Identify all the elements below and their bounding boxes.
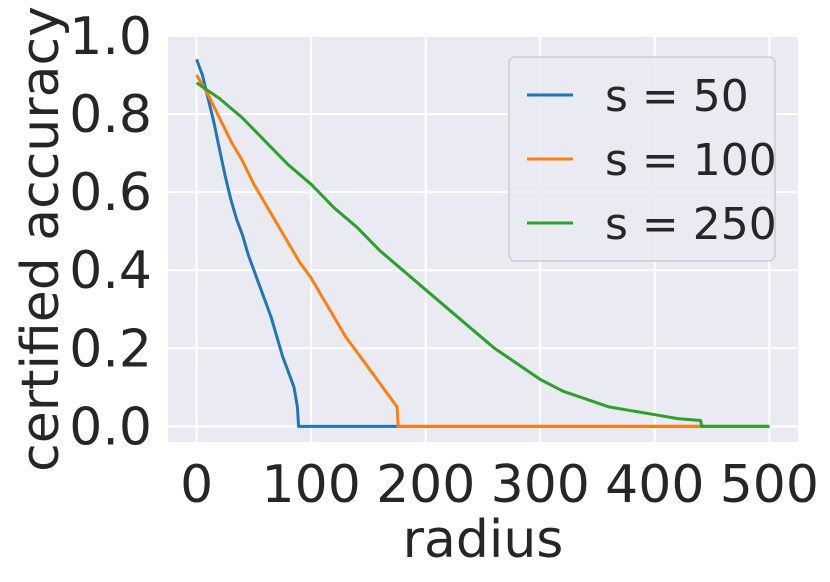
series-line: [195, 81, 770, 428]
x-tick-label: 0: [180, 455, 213, 515]
legend-entry: s = 250: [605, 199, 777, 250]
legend-entry: s = 100: [605, 135, 777, 186]
series-line: [195, 74, 770, 428]
series-lines: [195, 58, 770, 428]
x-tick-label: 200: [376, 455, 475, 515]
y-axis-label: certified accuracy: [11, 6, 71, 472]
x-tick-label: 400: [605, 455, 704, 515]
tick-labels: 0 100 200 300 400 500 0.0 0.2 0.4 0.6 0.8 1.0: [69, 7, 819, 515]
y-tick-label: 1.0: [69, 7, 152, 67]
x-axis-label: radius: [403, 510, 564, 570]
legend-box: [508, 56, 776, 262]
legend-entry: s = 50: [605, 71, 749, 122]
y-tick-label: 0.0: [69, 397, 152, 457]
y-tick-label: 0.2: [69, 319, 152, 379]
x-tick-label: 100: [262, 455, 361, 515]
y-tick-label: 0.6: [69, 163, 152, 223]
y-tick-label: 0.4: [69, 241, 152, 301]
x-tick-label: 500: [720, 455, 819, 515]
legend: s = 50 s = 100 s = 250: [508, 56, 777, 262]
series-line: [195, 58, 770, 428]
y-tick-label: 0.8: [69, 85, 152, 145]
x-tick-label: 300: [491, 455, 590, 515]
